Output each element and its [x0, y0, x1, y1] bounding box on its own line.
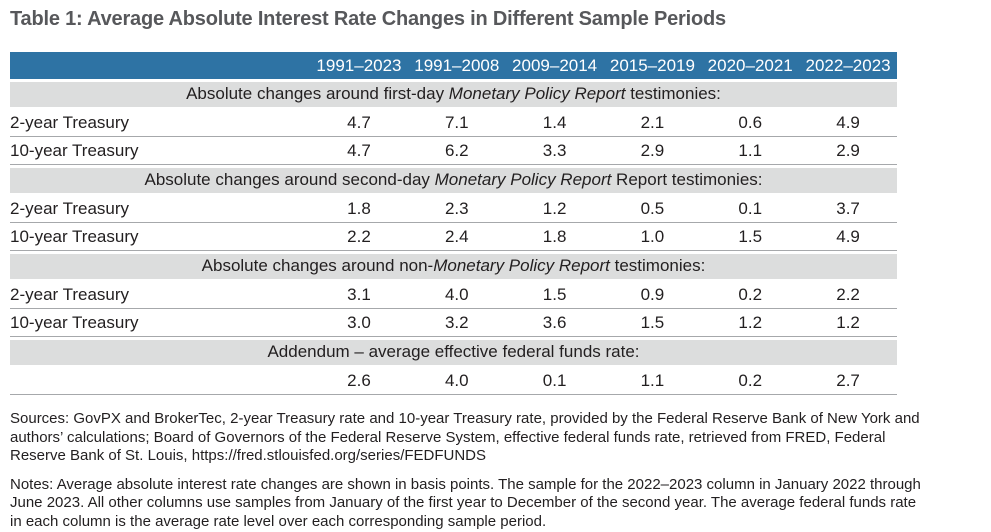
section-heading-prefix: Absolute changes around non-: [201, 256, 434, 275]
column-header: 2009–2014: [505, 52, 604, 79]
section-heading-cell: Absolute changes around second-day Monet…: [10, 165, 897, 195]
cell-value: 1.1: [603, 367, 702, 395]
section-heading-italic: Monetary Policy Report: [433, 256, 610, 275]
table-row: 2-year Treasury 1.8 2.3 1.2 0.5 0.1 3.7: [10, 195, 897, 223]
cell-value: 3.7: [799, 195, 897, 223]
cell-value: 1.5: [603, 309, 702, 337]
cell-value: 2.2: [799, 281, 897, 309]
interest-rate-table: 1991–2023 1991–2008 2009–2014 2015–2019 …: [10, 52, 897, 395]
cell-value: 4.0: [407, 281, 506, 309]
column-header: 2022–2023: [799, 52, 897, 79]
cell-value: 3.1: [310, 281, 408, 309]
section-heading-cell: Absolute changes around non-Monetary Pol…: [10, 251, 897, 281]
section-heading-italic: Monetary Policy Report: [434, 170, 612, 189]
period-header-row: 1991–2023 1991–2008 2009–2014 2015–2019 …: [10, 52, 897, 79]
cell-value: 6.2: [407, 137, 506, 165]
cell-value: 2.2: [310, 223, 408, 251]
cell-value: 2.4: [407, 223, 506, 251]
cell-value: 0.9: [603, 281, 702, 309]
row-label: 2-year Treasury: [10, 281, 311, 309]
cell-value: 4.7: [310, 109, 408, 137]
cell-value: 1.2: [505, 195, 604, 223]
cell-value: 4.7: [310, 137, 408, 165]
section-heading-suffix: testimonies:: [625, 84, 721, 103]
cell-value: 1.2: [799, 309, 897, 337]
cell-value: 1.4: [505, 109, 604, 137]
cell-value: 2.3: [407, 195, 506, 223]
cell-value: 1.2: [701, 309, 800, 337]
table-row: 2-year Treasury 4.7 7.1 1.4 2.1 0.6 4.9: [10, 109, 897, 137]
cell-value: 1.5: [701, 223, 800, 251]
section-heading-suffix: Report testimonies:: [611, 170, 763, 189]
table-row: 10-year Treasury 4.7 6.2 3.3 2.9 1.1 2.9: [10, 137, 897, 165]
table-row: 10-year Treasury 3.0 3.2 3.6 1.5 1.2 1.2: [10, 309, 897, 337]
section-heading-suffix: testimonies:: [609, 256, 706, 275]
cell-value: 0.2: [701, 281, 800, 309]
cell-value: 0.1: [701, 195, 800, 223]
section-heading-prefix: Addendum – average effective federal fun…: [267, 342, 640, 361]
cell-value: 2.9: [603, 137, 702, 165]
row-label: [10, 367, 311, 395]
table-row: 2.6 4.0 0.1 1.1 0.2 2.7: [10, 367, 897, 395]
cell-value: 2.6: [310, 367, 408, 395]
table-row: 10-year Treasury 2.2 2.4 1.8 1.0 1.5 4.9: [10, 223, 897, 251]
table-title: Table 1: Average Absolute Interest Rate …: [10, 8, 726, 30]
section-heading-non-mpr: Absolute changes around non-Monetary Pol…: [10, 251, 897, 281]
table-row: 2-year Treasury 3.1 4.0 1.5 0.9 0.2 2.2: [10, 281, 897, 309]
row-label: 2-year Treasury: [10, 195, 311, 223]
corner-cell: [10, 52, 311, 79]
row-label: 2-year Treasury: [10, 109, 311, 137]
cell-value: 3.3: [505, 137, 604, 165]
cell-value: 2.9: [799, 137, 897, 165]
cell-value: 0.1: [505, 367, 604, 395]
cell-value: 1.0: [603, 223, 702, 251]
cell-value: 4.0: [407, 367, 506, 395]
column-header: 2020–2021: [701, 52, 800, 79]
row-label: 10-year Treasury: [10, 223, 311, 251]
row-label: 10-year Treasury: [10, 137, 311, 165]
cell-value: 1.8: [310, 195, 408, 223]
row-label: 10-year Treasury: [10, 309, 311, 337]
section-heading-first-day: Absolute changes around first-day Moneta…: [10, 79, 897, 109]
cell-value: 4.9: [799, 223, 897, 251]
column-header: 1991–2023: [310, 52, 408, 79]
sources-note: Sources: GovPX and BrokerTec, 2-year Tre…: [10, 410, 920, 465]
cell-value: 1.8: [505, 223, 604, 251]
column-header: 1991–2008: [407, 52, 506, 79]
section-heading-addendum: Addendum – average effective federal fun…: [10, 337, 897, 367]
cell-value: 0.5: [603, 195, 702, 223]
section-heading-prefix: Absolute changes around first-day: [186, 84, 449, 103]
section-heading-italic: Monetary Policy Report: [448, 84, 626, 103]
notes-text: Notes: Average absolute interest rate ch…: [10, 475, 921, 530]
cell-value: 7.1: [407, 109, 506, 137]
section-heading-cell: Absolute changes around first-day Moneta…: [10, 79, 897, 109]
cell-value: 3.2: [407, 309, 506, 337]
cell-value: 2.7: [799, 367, 897, 395]
cell-value: 1.5: [505, 281, 604, 309]
cell-value: 3.0: [310, 309, 408, 337]
section-heading-second-day: Absolute changes around second-day Monet…: [10, 165, 897, 195]
section-heading-cell: Addendum – average effective federal fun…: [10, 337, 897, 367]
column-header: 2015–2019: [603, 52, 702, 79]
section-heading-prefix: Absolute changes around second-day: [144, 170, 435, 189]
cell-value: 3.6: [505, 309, 604, 337]
cell-value: 0.2: [701, 367, 800, 395]
cell-value: 1.1: [701, 137, 800, 165]
cell-value: 2.1: [603, 109, 702, 137]
cell-value: 4.9: [799, 109, 897, 137]
cell-value: 0.6: [701, 109, 800, 137]
